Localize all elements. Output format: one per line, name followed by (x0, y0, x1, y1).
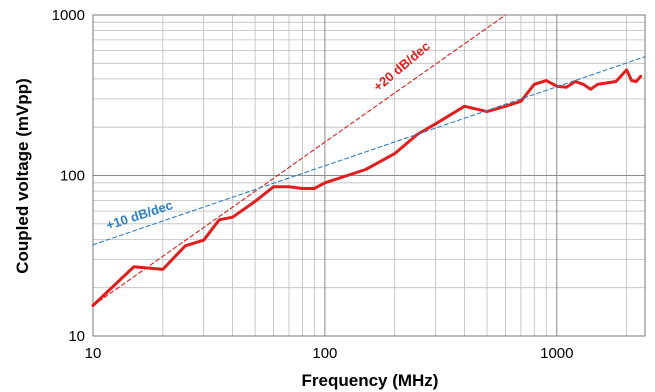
plot-frame (92, 14, 646, 337)
measured-voltage-line (91, 68, 643, 307)
annotation-plus-10-db-per-dec: +10 dB/dec (104, 197, 174, 233)
x-axis-title: Frequency (MHz) (302, 371, 439, 390)
x-tick-label: 10 (85, 345, 102, 362)
y-tick-label: 100 (60, 168, 85, 185)
y-axis-title: Coupled voltage (mVpp) (13, 78, 32, 274)
x-tick-label: 100 (312, 345, 337, 362)
x-tick-label: 1000 (540, 345, 573, 362)
major-gridlines (92, 14, 646, 337)
tick-labels: 10 100 1000 10 100 1000 (52, 7, 574, 362)
annotation-plus-20-db-per-dec: +20 dB/dec (370, 38, 433, 94)
series-group (91, 14, 646, 307)
y-tick-label: 10 (68, 328, 85, 345)
y-tick-label: 1000 (52, 7, 85, 24)
reference-line-1 (92, 14, 506, 307)
reference-line-2 (92, 56, 646, 246)
